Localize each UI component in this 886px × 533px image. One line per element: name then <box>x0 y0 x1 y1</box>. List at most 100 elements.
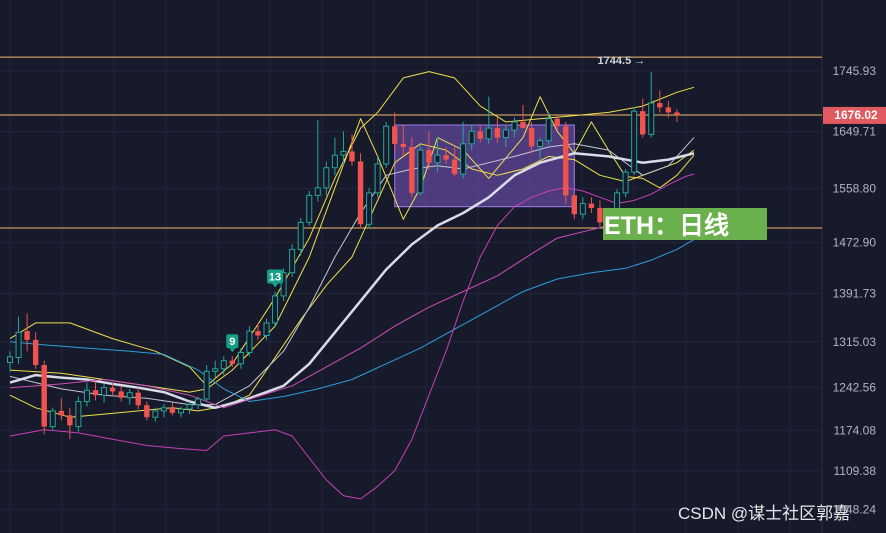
candle <box>563 121 569 204</box>
indicator-line-8 <box>9 173 695 500</box>
y-tick-label: 1048.24 <box>833 502 877 516</box>
high-marker-label: 1744.5 → <box>598 55 646 67</box>
indicator-line-3 <box>9 143 695 418</box>
instrument-label-bg <box>603 208 767 240</box>
candle-body <box>280 272 287 297</box>
candle-body <box>460 143 467 175</box>
candle <box>520 104 526 129</box>
candle-body <box>511 121 518 131</box>
signal-badge-bg <box>226 334 239 349</box>
candle-body <box>220 360 227 370</box>
candle-body <box>212 368 219 372</box>
candle-body <box>229 360 235 364</box>
candle <box>554 114 560 131</box>
candle-body <box>306 194 313 223</box>
indicator-line-5 <box>9 152 695 410</box>
candle <box>15 316 22 364</box>
candle-body <box>563 126 569 196</box>
candle <box>92 381 99 401</box>
y-tick-label: 1558.80 <box>833 182 877 196</box>
indicator-line-2 <box>9 71 695 387</box>
candle <box>545 112 552 146</box>
candle-body <box>528 128 535 147</box>
candle <box>511 117 518 138</box>
candle <box>306 190 313 226</box>
candle-body <box>400 143 406 147</box>
candle <box>255 322 261 340</box>
candle-body <box>657 103 663 108</box>
candle <box>135 387 141 410</box>
candle <box>101 383 108 403</box>
overlay-labels: 1744.5 → 1676.02 ETH：日线 CSDN @谋士社区郭嘉 <box>598 55 886 523</box>
candle <box>212 360 219 378</box>
candle <box>537 137 544 160</box>
candle <box>229 356 235 367</box>
candle-body <box>49 410 56 428</box>
candle-body <box>186 404 193 410</box>
candle <box>528 121 535 154</box>
candle <box>195 396 202 410</box>
candle-body <box>357 161 364 225</box>
candle-body <box>195 398 202 406</box>
candle <box>160 404 167 418</box>
candle-body <box>41 365 47 427</box>
candle <box>178 406 184 418</box>
candle <box>32 332 39 369</box>
candle-body <box>374 163 381 194</box>
candle <box>631 107 638 176</box>
candle-body <box>579 203 586 215</box>
candle <box>409 137 415 198</box>
candle <box>220 356 227 376</box>
candle-body <box>674 112 680 115</box>
candle-body <box>203 370 210 400</box>
signal-badge: 13 <box>267 269 284 288</box>
candle-body <box>571 195 577 215</box>
candle-body <box>597 207 603 223</box>
indicator-line-4 <box>9 137 695 406</box>
candle <box>169 402 176 416</box>
candle-body <box>545 118 552 142</box>
candle <box>477 126 483 143</box>
candle-body <box>58 410 64 416</box>
candle <box>349 134 355 166</box>
candle <box>426 131 432 169</box>
candle <box>289 244 296 278</box>
candle <box>314 119 321 202</box>
candle-body <box>289 248 296 274</box>
candle-body <box>331 154 338 169</box>
candle-body <box>83 389 90 402</box>
candle-body <box>109 387 116 392</box>
candle <box>366 187 373 229</box>
candle-body <box>494 128 501 138</box>
y-tick-label: 1174.08 <box>834 423 877 437</box>
candle-body <box>272 295 279 324</box>
candle-body <box>323 167 330 189</box>
candle-body <box>126 392 133 399</box>
candle <box>622 168 629 198</box>
instrument-label: ETH：日线 <box>604 211 729 240</box>
grid <box>0 0 823 533</box>
candle <box>331 137 338 176</box>
candle <box>186 401 193 415</box>
candle-body <box>263 322 270 337</box>
candle-body <box>417 149 424 194</box>
current-price-tag <box>823 106 886 124</box>
candle <box>597 200 603 227</box>
candle-body <box>392 126 398 144</box>
signal-badge-pointer <box>229 348 236 353</box>
candle <box>588 197 595 213</box>
y-tick-label: 1745.93 <box>833 64 877 78</box>
candle <box>144 401 150 421</box>
candle <box>400 124 406 157</box>
candle <box>297 217 304 256</box>
candle-body <box>297 221 304 250</box>
candle-body <box>340 150 347 156</box>
candle-body <box>92 390 99 396</box>
signal-badge: 9 <box>226 334 239 353</box>
candle-body <box>118 391 124 398</box>
candle-body <box>237 351 244 365</box>
candle <box>237 348 244 369</box>
candle-body <box>349 151 355 162</box>
candle <box>280 268 287 301</box>
y-tick-label: 1109.38 <box>834 464 877 478</box>
